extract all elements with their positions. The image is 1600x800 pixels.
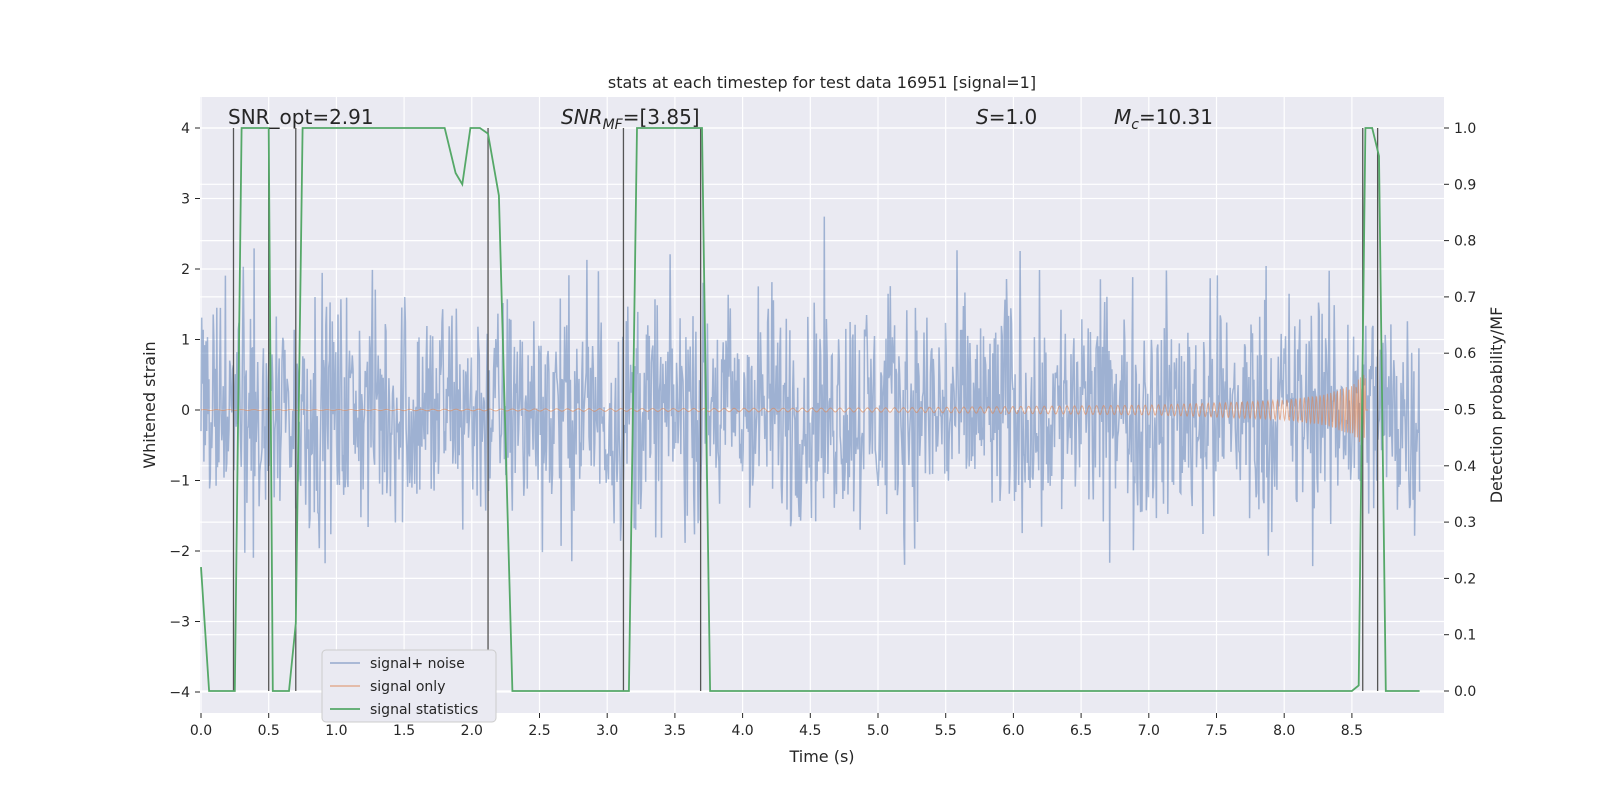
y-right-tick-label: 0.9 bbox=[1454, 177, 1476, 193]
signal-statistics-series bbox=[200, 127, 1420, 692]
legend: signal+ noise signal only signal statist… bbox=[321, 649, 497, 723]
y-right-tick-label: 0.2 bbox=[1454, 571, 1476, 587]
y-right-tick-label: 0.1 bbox=[1454, 628, 1476, 644]
x-tick-label: 5.0 bbox=[867, 723, 889, 739]
y-tick-label: −4 bbox=[169, 685, 190, 701]
x-axis: 0.0 0.5 1.0 1.5 2.0 2.5 3.0 3.5 4.0 4.5 5.0 5.5 6.0 6… bbox=[190, 713, 1363, 739]
annotation-snr-mf: SNRMF=[3.85] bbox=[561, 105, 700, 133]
x-tick-label: 4.5 bbox=[799, 723, 821, 739]
x-tick-label: 1.5 bbox=[393, 723, 415, 739]
grid bbox=[200, 97, 1444, 713]
annotation-snr-opt: SNR_opt=2.91 bbox=[228, 105, 374, 129]
legend-box bbox=[321, 649, 497, 723]
x-tick-label: 1.0 bbox=[325, 723, 347, 739]
x-tick-label: 3.0 bbox=[596, 723, 618, 739]
x-tick-label: 7.5 bbox=[1205, 723, 1227, 739]
x-tick-label: 6.5 bbox=[1070, 723, 1092, 739]
y-axis-label: Whitened strain bbox=[140, 341, 159, 468]
y-tick-label: 0 bbox=[181, 403, 190, 419]
x-tick-label: 2.0 bbox=[461, 723, 483, 739]
y-right-tick-label: 0.7 bbox=[1454, 290, 1476, 306]
x-tick-label: 5.5 bbox=[935, 723, 957, 739]
y-tick-label: 2 bbox=[181, 262, 190, 278]
x-tick-label: 2.5 bbox=[528, 723, 550, 739]
y-right-tick-label: 0.5 bbox=[1454, 403, 1476, 419]
plot-area bbox=[200, 97, 1444, 713]
signal-only-series bbox=[200, 374, 1369, 443]
annotation-mc-value: Mc=10.31 bbox=[1114, 105, 1213, 133]
y-right-tick-label: 0.4 bbox=[1454, 459, 1476, 475]
x-tick-label: 6.0 bbox=[1002, 723, 1024, 739]
y-tick-label: 3 bbox=[181, 192, 190, 208]
y-axis-right: 0.0 0.1 0.2 0.3 0.4 0.5 0.6 0.7 0.8 0.9 1.0 bbox=[1444, 121, 1476, 700]
legend-label-signal-noise: signal+ noise bbox=[370, 656, 465, 672]
signal-statistics-line bbox=[200, 127, 1420, 692]
x-tick-label: 0.0 bbox=[190, 723, 212, 739]
annotation-s-value: S=1.0 bbox=[976, 105, 1037, 129]
y-right-tick-label: 0.6 bbox=[1454, 346, 1476, 362]
y-right-tick-label: 0.0 bbox=[1454, 684, 1476, 700]
x-tick-label: 3.5 bbox=[664, 723, 686, 739]
y-tick-label: −1 bbox=[169, 474, 190, 490]
y-axis-left: −4 −3 −2 −1 0 1 2 3 4 bbox=[169, 121, 200, 701]
x-axis-label: Time (s) bbox=[788, 747, 854, 766]
y-tick-label: −3 bbox=[169, 615, 190, 631]
y-tick-label: −2 bbox=[169, 544, 190, 560]
x-tick-label: 8.0 bbox=[1273, 723, 1295, 739]
legend-label-signal-statistics: signal statistics bbox=[370, 702, 478, 718]
y-right-tick-label: 0.8 bbox=[1454, 234, 1476, 250]
x-tick-label: 7.0 bbox=[1138, 723, 1160, 739]
signal-only-line bbox=[200, 374, 1369, 443]
y-right-tick-label: 0.3 bbox=[1454, 515, 1476, 531]
y-tick-label: 4 bbox=[181, 121, 190, 137]
y-right-tick-label: 1.0 bbox=[1454, 121, 1476, 137]
x-tick-label: 8.5 bbox=[1341, 723, 1363, 739]
legend-label-signal-only: signal only bbox=[370, 679, 445, 695]
y-right-axis-label: Detection probability/MF bbox=[1487, 307, 1506, 504]
y-tick-label: 1 bbox=[181, 333, 190, 349]
x-tick-label: 0.5 bbox=[258, 723, 280, 739]
chart-title: stats at each timestep for test data 169… bbox=[608, 73, 1036, 92]
x-tick-label: 4.0 bbox=[731, 723, 753, 739]
